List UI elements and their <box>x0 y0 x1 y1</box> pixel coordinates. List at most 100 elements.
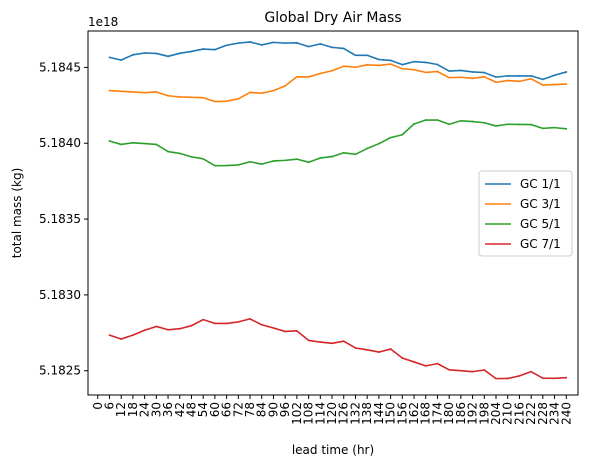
data-point <box>389 63 392 65</box>
x-tick-label: 72 <box>231 402 245 417</box>
data-point <box>120 338 123 340</box>
data-point <box>389 136 392 139</box>
data-point <box>190 324 193 327</box>
data-point <box>132 334 134 336</box>
data-point <box>284 159 287 162</box>
data-point <box>260 44 263 46</box>
data-point <box>565 376 568 379</box>
data-point <box>518 74 521 77</box>
data-point <box>202 157 205 160</box>
data-point <box>155 52 158 55</box>
series-line-3 <box>109 119 567 167</box>
data-point <box>155 91 158 93</box>
x-tick-label: 210 <box>501 402 515 425</box>
data-point <box>155 325 158 328</box>
data-point <box>155 143 158 146</box>
x-tick-label: 240 <box>559 402 573 425</box>
data-point <box>284 330 287 333</box>
data-point <box>108 334 111 336</box>
data-point <box>366 147 369 150</box>
data-point <box>377 142 380 145</box>
x-tick-label: 6 <box>102 402 116 410</box>
data-point <box>413 123 415 125</box>
series-layer <box>108 41 568 380</box>
data-point <box>260 323 263 326</box>
data-point <box>541 127 544 130</box>
x-tick-label: 222 <box>524 402 538 425</box>
data-point <box>377 58 380 61</box>
data-point <box>132 91 134 93</box>
data-point <box>272 41 275 44</box>
data-point <box>295 329 298 332</box>
data-point <box>495 125 497 127</box>
x-axis: 0612182430364248546066727884909610210811… <box>91 395 573 425</box>
data-point <box>366 54 369 57</box>
data-point <box>495 76 497 79</box>
data-point <box>237 320 240 323</box>
data-point <box>120 90 123 93</box>
x-tick-label: 138 <box>360 402 374 425</box>
y-tick-label: 5.1830 <box>39 288 81 302</box>
x-tick-label: 96 <box>278 402 292 417</box>
x-tick-label: 48 <box>184 402 198 417</box>
data-point <box>307 161 310 164</box>
data-point <box>331 342 333 345</box>
data-point <box>483 121 486 124</box>
x-tick-label: 24 <box>138 402 152 417</box>
data-point <box>120 59 123 62</box>
data-point <box>565 71 568 73</box>
data-point <box>436 70 439 73</box>
data-point <box>459 76 462 79</box>
data-point <box>143 142 146 145</box>
data-point <box>459 369 462 372</box>
data-point <box>331 46 333 49</box>
data-point <box>424 61 427 64</box>
data-point <box>530 370 533 373</box>
data-point <box>295 75 298 78</box>
data-point <box>530 77 533 80</box>
data-point <box>143 329 146 332</box>
data-point <box>225 164 228 167</box>
data-point <box>366 63 369 66</box>
data-point <box>295 41 298 44</box>
data-point <box>272 89 275 92</box>
data-point <box>424 71 427 74</box>
data-point <box>565 83 568 85</box>
x-tick-label: 12 <box>114 402 128 417</box>
data-point <box>319 42 322 45</box>
x-tick-label: 126 <box>337 402 351 425</box>
data-point <box>178 152 181 155</box>
data-point <box>553 126 556 129</box>
data-point <box>342 65 345 68</box>
x-tick-label: 66 <box>220 402 234 417</box>
data-point <box>483 71 486 74</box>
data-point <box>495 81 497 84</box>
data-point <box>436 63 439 66</box>
data-point <box>132 141 134 144</box>
x-tick-label: 198 <box>477 402 491 425</box>
legend-label: GC 1/1 <box>520 177 561 191</box>
y-offset-label: 1e18 <box>88 15 118 29</box>
data-point <box>319 341 322 343</box>
legend-label: GC 7/1 <box>520 237 561 251</box>
data-point <box>413 60 415 63</box>
data-point <box>518 80 521 83</box>
data-point <box>237 42 240 45</box>
series-line-4 <box>109 318 567 380</box>
data-point <box>401 63 404 66</box>
data-point <box>143 91 146 94</box>
x-tick-label: 30 <box>149 402 163 417</box>
data-point <box>272 160 275 162</box>
data-point <box>319 157 322 159</box>
series-line-1 <box>109 41 567 81</box>
data-point <box>565 127 568 130</box>
x-tick-label: 54 <box>196 402 210 417</box>
x-tick-label: 0 <box>91 402 105 410</box>
x-tick-label: 192 <box>466 402 480 425</box>
data-point <box>225 100 228 103</box>
y-tick-label: 5.1840 <box>39 136 81 150</box>
data-point <box>471 77 474 80</box>
chart-title: Global Dry Air Mass <box>264 10 401 26</box>
data-point <box>213 164 216 167</box>
data-point <box>260 163 263 166</box>
